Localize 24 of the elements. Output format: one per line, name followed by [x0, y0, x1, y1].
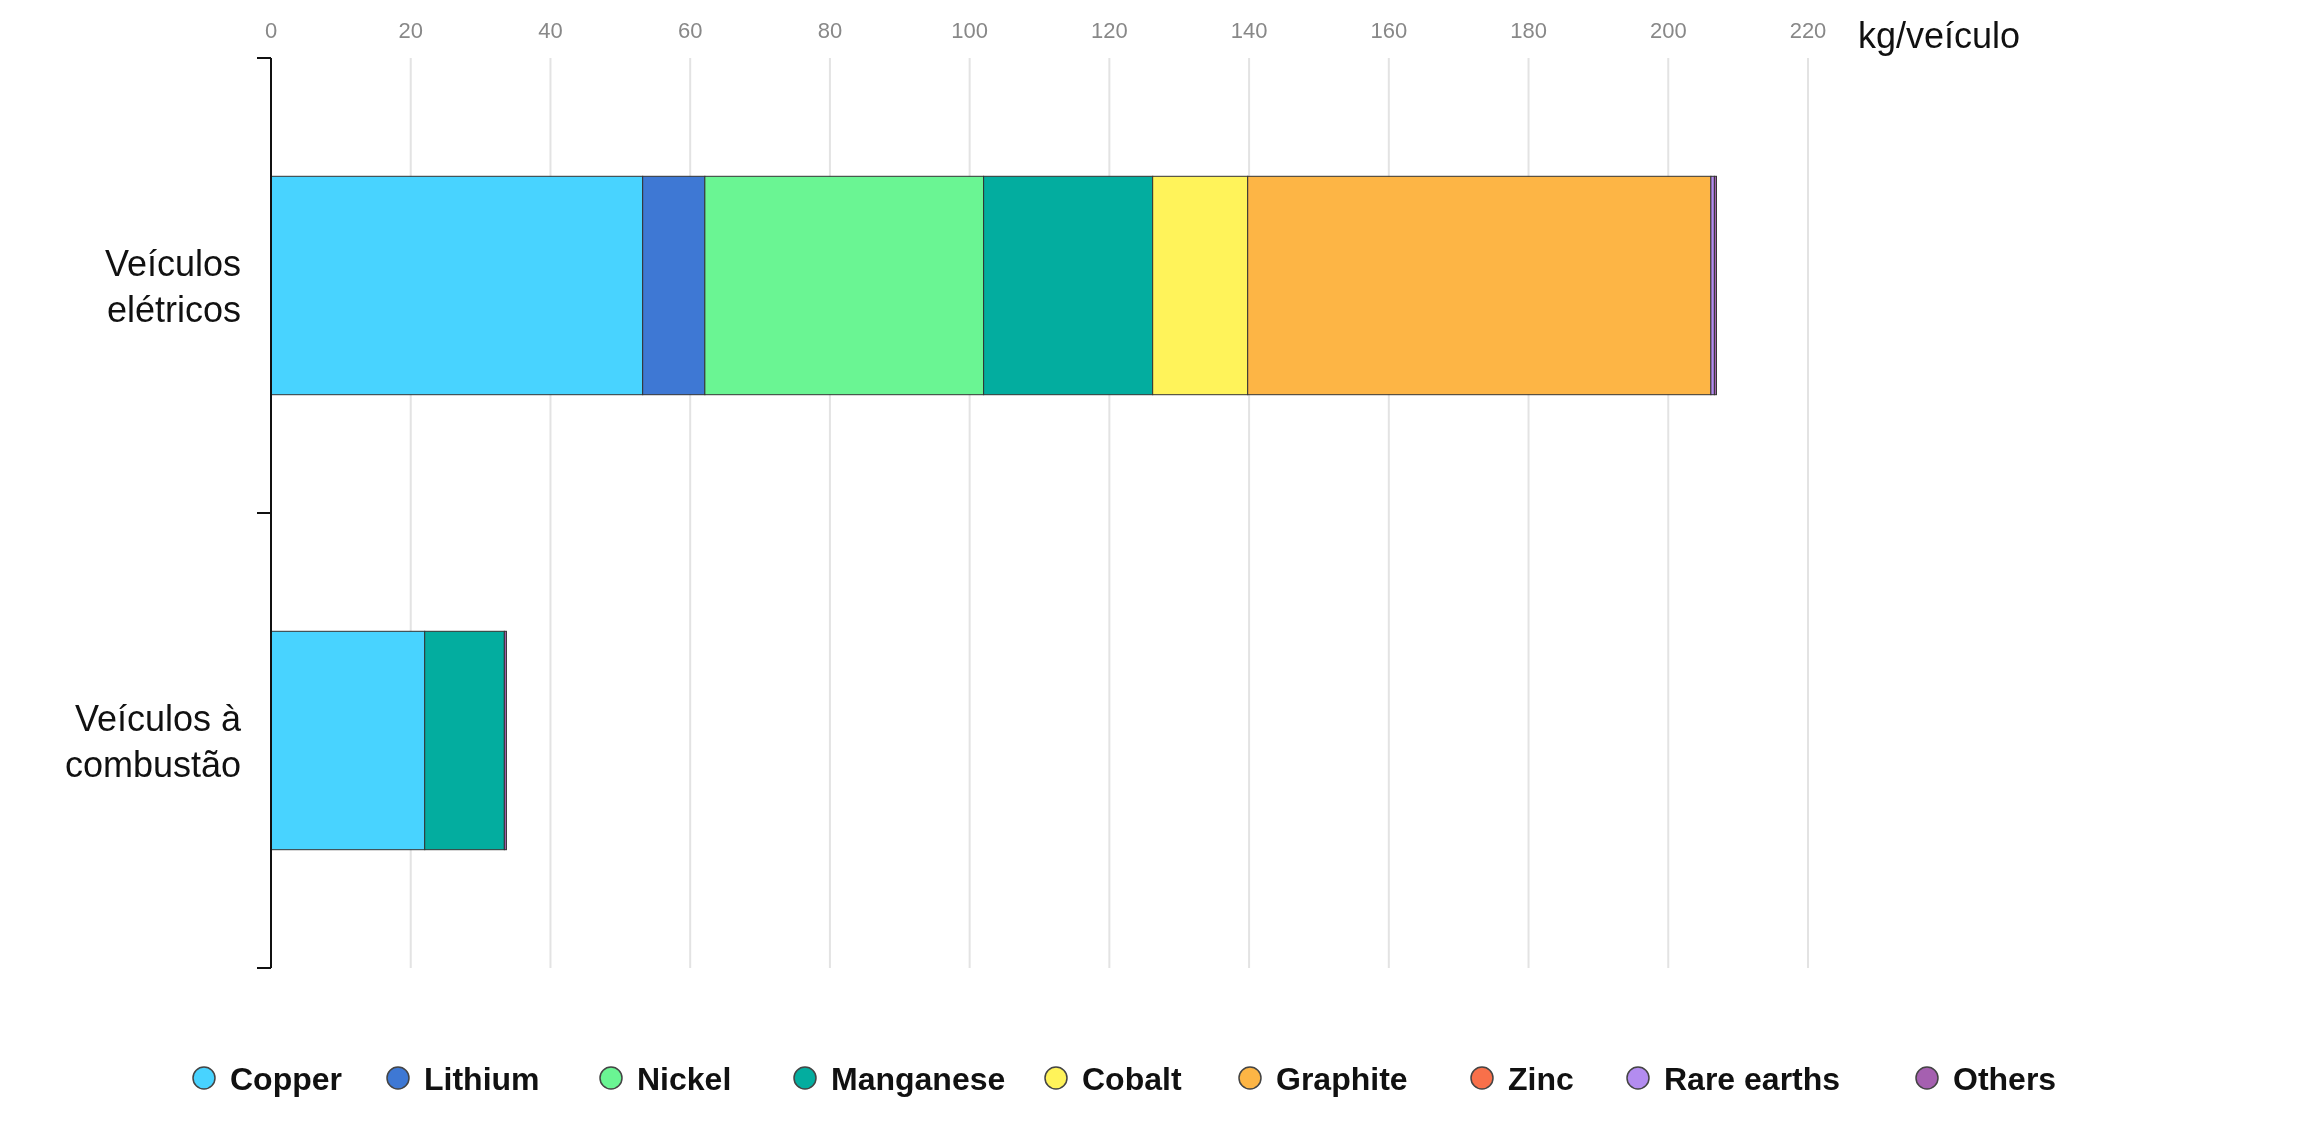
- x-tick-label: 40: [538, 18, 563, 43]
- legend-label: Copper: [230, 1061, 342, 1097]
- x-tick-label: 200: [1649, 18, 1687, 43]
- x-tick-label: 20: [398, 18, 423, 43]
- legend-label: Lithium: [424, 1061, 540, 1097]
- x-tick-label: 80: [817, 18, 843, 43]
- x-tick-label: 100: [951, 18, 988, 43]
- x-tick-label: 120: [1091, 18, 1128, 43]
- y-tick-label: Veículos à combustão: [64, 697, 242, 785]
- legend-label: Graphite: [1276, 1061, 1408, 1097]
- x-tick-label: 160: [1370, 18, 1408, 43]
- x-tick-label: 180: [1510, 18, 1547, 43]
- x-tick-label: 60: [677, 18, 703, 43]
- legend-label: Zinc: [1508, 1061, 1574, 1097]
- legend-label: Cobalt: [1082, 1061, 1182, 1097]
- legend-label: Nickel: [637, 1061, 732, 1097]
- x-tick-label: 220: [1789, 18, 1827, 43]
- y-tick-label: Veículos elétricos: [104, 242, 241, 330]
- legend-label: Manganese: [831, 1061, 1006, 1097]
- x-axis-title: kg/veículo: [1858, 15, 2021, 56]
- legend-label: Others: [1953, 1061, 2057, 1097]
- x-tick-label: 140: [1230, 18, 1268, 43]
- legend-label: Rare earths: [1664, 1061, 1841, 1097]
- x-tick-label: 0: [264, 18, 278, 43]
